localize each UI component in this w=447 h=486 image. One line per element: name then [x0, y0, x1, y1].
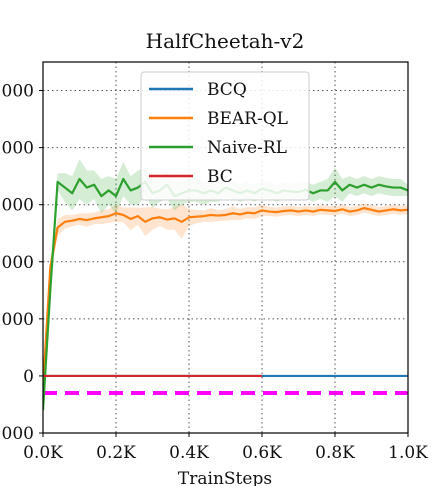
x-tick-label: 0.0K [23, 443, 63, 463]
axis-ticks: 0.0K 0.2K 0.4K 0.6K 0.8K 1.0K0000000000000000… [2, 82, 429, 463]
band-bear-ql [43, 203, 408, 391]
legend-label: BC [207, 167, 233, 187]
x-tick-label: 0.6K [242, 443, 282, 463]
y-tick-label: 000 [2, 196, 34, 216]
legend-label: Naive-RL [207, 138, 287, 158]
y-tick-label: 0 [23, 367, 34, 387]
series-line-bear-ql [43, 207, 408, 388]
legend: BCQ BEAR-QL Naive-RL BC [140, 71, 310, 201]
x-tick-label: 0.2K [96, 443, 136, 463]
grid [43, 62, 408, 433]
chart-title: HalfCheetah-v2 [146, 29, 305, 53]
y-tick-label: 000 [2, 82, 34, 102]
y-tick-label: 000 [2, 424, 34, 444]
band-naive-rl [43, 159, 408, 415]
legend-box [140, 71, 310, 201]
y-tick-label: 000 [2, 139, 34, 159]
x-tick-label: 0.4K [169, 443, 209, 463]
legend-label: BCQ [207, 80, 247, 100]
y-tick-label: 000 [2, 310, 34, 330]
x-tick-label: 1.0K [388, 443, 428, 463]
x-tick-label: 0.8K [315, 443, 355, 463]
legend-label: BEAR-QL [207, 109, 288, 129]
plot-frame [42, 61, 409, 434]
confidence-bands [43, 159, 408, 415]
y-tick-label: 000 [2, 253, 34, 273]
x-axis-label: TrainSteps [178, 469, 272, 486]
